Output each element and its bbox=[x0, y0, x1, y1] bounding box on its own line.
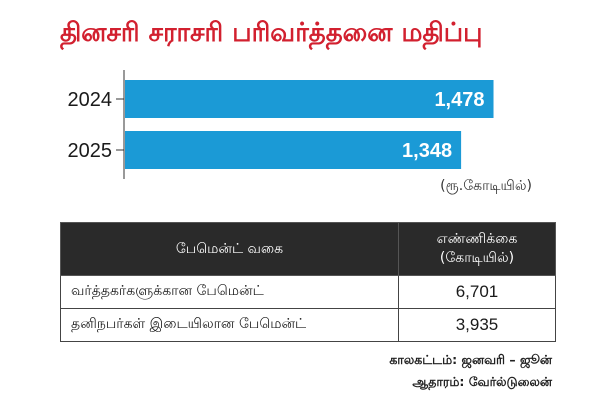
chart-title: தினசரி சராசரி பரிவர்த்தனை மதிப்பு bbox=[60, 18, 483, 48]
header-payment-type: பேமென்ட் வகை bbox=[60, 222, 399, 276]
table-row: வர்த்தகர்களுக்கான பேமென்ட் 6,701 bbox=[60, 275, 556, 309]
footer-source: ஆதாரம்: வேர்ல்டுலைன் bbox=[412, 374, 552, 389]
row-payment-type: தனிநபர்கள் இடையிலான பேமென்ட் bbox=[60, 308, 399, 342]
bar-chart: 2024 1,478 2025 1,348 bbox=[68, 70, 494, 179]
row-count: 3,935 bbox=[398, 308, 556, 342]
table-row: தனிநபர்கள் இடையிலான பேமென்ட் 3,935 bbox=[60, 308, 556, 342]
row-payment-type: வர்த்தகர்களுக்கான பேமென்ட் bbox=[60, 275, 399, 309]
category-label: 2024 bbox=[68, 89, 113, 111]
data-label: 1,348 bbox=[402, 140, 452, 162]
table-header-row: பேமென்ட் வகை எண்ணிக்கை (கோடியில்) bbox=[60, 222, 556, 276]
unit-note: (ரூ.கோடியில்) bbox=[440, 178, 532, 194]
header-count-unit: (கோடியில்) bbox=[439, 250, 515, 266]
row-count: 6,701 bbox=[398, 275, 556, 309]
bar-2025 bbox=[125, 131, 462, 169]
data-label: 1,478 bbox=[434, 89, 484, 111]
header-count: எண்ணிக்கை (கோடியில்) bbox=[398, 222, 556, 276]
header-count-label: எண்ணிக்கை bbox=[436, 231, 518, 248]
category-label: 2025 bbox=[68, 140, 113, 162]
bar-2024 bbox=[125, 80, 494, 118]
footer-period: காலகட்டம்: ஜனவரி – ஜூன் bbox=[389, 352, 552, 367]
payments-table: பேமென்ட் வகை எண்ணிக்கை (கோடியில்) வர்த்த… bbox=[60, 222, 556, 342]
